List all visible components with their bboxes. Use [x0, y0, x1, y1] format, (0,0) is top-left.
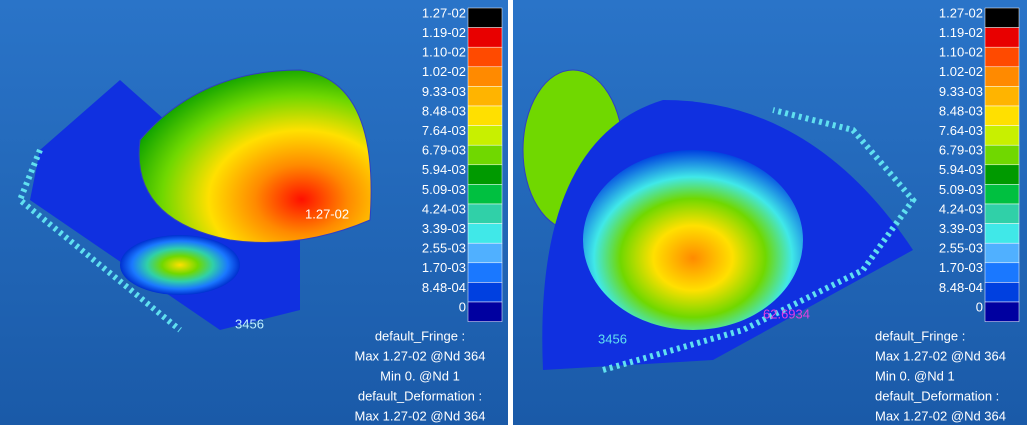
- legend-label: 8.48-03: [939, 103, 983, 118]
- legend-swatch: [468, 302, 502, 322]
- legend-label: 8.48-04: [939, 280, 983, 295]
- legend-swatch: [468, 86, 502, 106]
- annotation: 62.6934: [763, 306, 810, 321]
- legend-label: 4.24-03: [422, 201, 466, 216]
- legend-label: 1.10-02: [422, 45, 466, 60]
- legend-label: 1.70-03: [422, 260, 466, 275]
- legend-swatch: [468, 106, 502, 126]
- legend-swatch: [985, 243, 1019, 263]
- legend-swatch: [468, 165, 502, 185]
- legend-swatch: [468, 263, 502, 283]
- right-panel: 1.27-02 1.19-02 1.10-02 1.02-02 9.33-03 8.48-…: [513, 0, 1027, 425]
- legend-label: 5.09-03: [939, 182, 983, 197]
- legend-label: 6.79-03: [422, 143, 466, 158]
- legend-swatch: [468, 145, 502, 165]
- legend-swatch: [985, 165, 1019, 185]
- legend-label: 0: [459, 299, 466, 314]
- legend-label: 1.70-03: [939, 260, 983, 275]
- legend-swatch: [985, 224, 1019, 244]
- legend-label: 4.24-03: [939, 201, 983, 216]
- info-line: default_Deformation :: [875, 388, 999, 403]
- legend-swatch: [985, 184, 1019, 204]
- legend-label: 1.10-02: [939, 45, 983, 60]
- legend-label: 5.94-03: [939, 162, 983, 177]
- info-line: Max 1.27-02 @Nd 364: [875, 408, 1006, 423]
- info-line: Max 1.27-02 @Nd 364: [355, 408, 486, 423]
- legend-swatch: [985, 263, 1019, 283]
- legend-swatch: [985, 302, 1019, 322]
- legend-swatch: [468, 8, 502, 28]
- legend-label: 3.39-03: [939, 221, 983, 236]
- legend-label: 6.79-03: [939, 143, 983, 158]
- legend-swatch: [468, 126, 502, 146]
- legend-label: 2.55-03: [422, 241, 466, 256]
- info-line: Max 1.27-02 @Nd 364: [875, 348, 1006, 363]
- legend-label: 8.48-04: [422, 280, 466, 295]
- legend-label: 1.19-02: [422, 25, 466, 40]
- info-line: Min 0. @Nd 1: [875, 368, 955, 383]
- info-line: default_Fringe :: [875, 328, 965, 343]
- legend-swatch: [985, 145, 1019, 165]
- legend-label: 5.09-03: [422, 182, 466, 197]
- legend-label: 1.02-02: [939, 64, 983, 79]
- legend-label: 9.33-03: [422, 84, 466, 99]
- legend-swatch: [985, 28, 1019, 48]
- legend-swatch: [468, 67, 502, 87]
- legend-label: 1.27-02: [939, 5, 983, 20]
- legend-label: 2.55-03: [939, 241, 983, 256]
- left-panel: 1.27-02 1.19-02 1.10-02 1.02-02 9.33-03 8.48-…: [0, 0, 508, 425]
- annotation: 3456: [598, 331, 627, 346]
- legend-swatch: [985, 126, 1019, 146]
- legend-swatch: [985, 282, 1019, 302]
- legend-label: 8.48-03: [422, 103, 466, 118]
- info-line: default_Fringe :: [375, 328, 465, 343]
- legend-label: 1.02-02: [422, 64, 466, 79]
- legend-swatch: [468, 282, 502, 302]
- legend-swatch: [468, 28, 502, 48]
- info-line: Max 1.27-02 @Nd 364: [355, 348, 486, 363]
- contour-spot: [120, 235, 240, 295]
- contour-face: [583, 150, 803, 330]
- legend-label: 1.27-02: [422, 5, 466, 20]
- legend-swatch: [468, 243, 502, 263]
- legend-label: 5.94-03: [422, 162, 466, 177]
- info-line: default_Deformation :: [358, 388, 482, 403]
- screenshot: 1.27-02 1.19-02 1.10-02 1.02-02 9.33-03 8.48-…: [0, 0, 1027, 425]
- legend-swatch: [985, 8, 1019, 28]
- annotation: 1.27-02: [305, 206, 349, 221]
- legend-swatch: [985, 86, 1019, 106]
- legend-swatch: [468, 224, 502, 244]
- legend-label: 9.33-03: [939, 84, 983, 99]
- info-line: Min 0. @Nd 1: [380, 368, 460, 383]
- legend-label: 0: [976, 299, 983, 314]
- legend-label: 1.19-02: [939, 25, 983, 40]
- legend-label: 7.64-03: [939, 123, 983, 138]
- legend-swatch: [985, 67, 1019, 87]
- legend-swatch: [985, 106, 1019, 126]
- legend-swatch: [468, 204, 502, 224]
- legend-swatch: [985, 47, 1019, 67]
- legend-label: 3.39-03: [422, 221, 466, 236]
- legend-label: 7.64-03: [422, 123, 466, 138]
- legend-swatch: [468, 184, 502, 204]
- annotation: 3456: [235, 316, 264, 331]
- legend-swatch: [468, 47, 502, 67]
- legend-swatch: [985, 204, 1019, 224]
